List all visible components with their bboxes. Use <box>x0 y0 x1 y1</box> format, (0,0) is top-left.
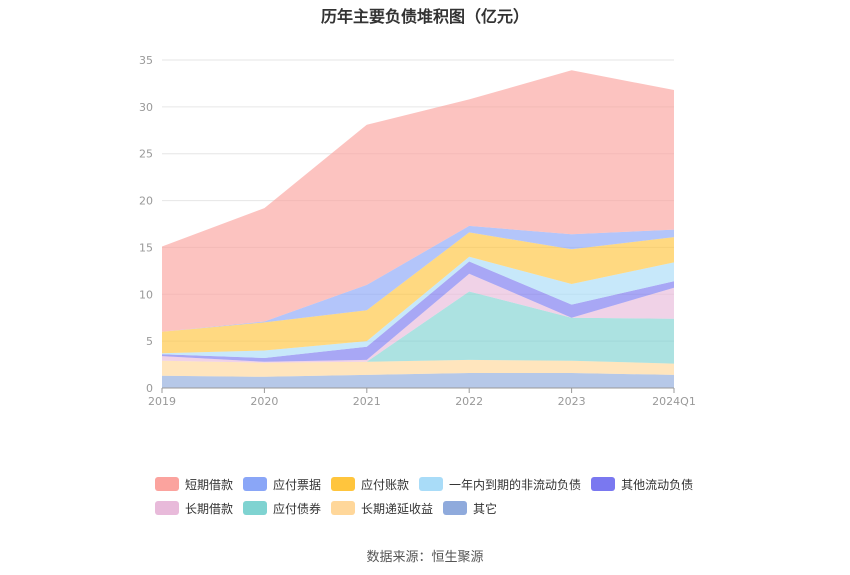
x-tick-label: 2019 <box>148 395 176 408</box>
area-series-5[interactable] <box>162 256 674 358</box>
legend-swatch <box>443 501 468 515</box>
legend-item[interactable]: 其它 <box>443 500 497 517</box>
y-tick-label: 15 <box>139 241 153 254</box>
area-series-6[interactable] <box>162 232 674 354</box>
legend-label: 其它 <box>473 501 498 516</box>
legend-item[interactable]: 应付债券 <box>243 500 321 517</box>
y-tick-label: 0 <box>146 382 153 395</box>
legend-row: 长期借款 应付债券 长期递延收益 其它 <box>155 496 715 520</box>
area-series-1[interactable] <box>162 359 674 377</box>
area-series-7[interactable] <box>162 225 674 332</box>
legend-swatch <box>155 501 179 515</box>
legend-item[interactable]: 长期借款 <box>155 500 233 517</box>
legend-label: 应付债券 <box>273 501 322 516</box>
axes: 0 5 10 15 20 25 30 35 2019 2020 2021 2022 2023 2024Q1 <box>139 54 696 408</box>
legend-item[interactable]: 一年内到期的非流动负债 <box>419 476 581 493</box>
area-series <box>162 70 674 388</box>
x-tick-label: 2020 <box>250 395 278 408</box>
y-tick-label: 35 <box>139 54 153 67</box>
legend-item[interactable]: 短期借款 <box>155 476 233 493</box>
area-series-8[interactable] <box>162 70 674 332</box>
legend-item[interactable]: 其他流动负债 <box>591 476 693 493</box>
area-series-2[interactable] <box>162 291 674 364</box>
legend-label: 长期借款 <box>185 501 234 516</box>
legend-swatch <box>243 501 268 515</box>
y-tick-label: 5 <box>146 335 153 348</box>
legend-swatch <box>331 477 356 491</box>
area-series-4[interactable] <box>162 261 674 362</box>
x-tick-label: 2021 <box>353 395 381 408</box>
legend: 短期借款 应付票据 应付账款 一年内到期的非流动负债 其他流动负债长期借款 应付债券 长期递… <box>155 472 715 520</box>
x-tick-label: 2022 <box>455 395 483 408</box>
data-source-note: 数据来源：恒生聚源 <box>366 550 484 565</box>
legend-swatch <box>243 477 268 491</box>
x-tick-label: 2024Q1 <box>652 395 696 408</box>
area-series-0[interactable] <box>162 373 674 388</box>
legend-label: 短期借款 <box>185 477 234 492</box>
y-tick-label: 30 <box>139 101 153 114</box>
legend-label: 其他流动负债 <box>621 477 694 492</box>
legend-label: 应付账款 <box>361 477 410 492</box>
legend-swatch <box>155 477 179 491</box>
legend-label: 长期递延收益 <box>361 501 434 516</box>
legend-swatch <box>419 477 444 491</box>
x-tick-label: 2023 <box>558 395 586 408</box>
legend-label: 一年内到期的非流动负债 <box>449 477 582 492</box>
y-tick-label: 25 <box>139 148 153 161</box>
legend-item[interactable]: 应付账款 <box>331 476 409 493</box>
legend-row: 短期借款 应付票据 应付账款 一年内到期的非流动负债 其他流动负债 <box>155 472 715 496</box>
legend-swatch <box>591 477 616 491</box>
legend-label: 应付票据 <box>273 477 322 492</box>
chart-title: 历年主要负债堆积图（亿元） <box>320 7 529 26</box>
legend-item[interactable]: 长期递延收益 <box>331 500 433 517</box>
y-tick-label: 10 <box>139 288 153 301</box>
legend-swatch <box>331 501 356 515</box>
legend-item[interactable]: 应付票据 <box>243 476 321 493</box>
y-tick-label: 20 <box>139 195 153 208</box>
area-series-3[interactable] <box>162 273 674 363</box>
